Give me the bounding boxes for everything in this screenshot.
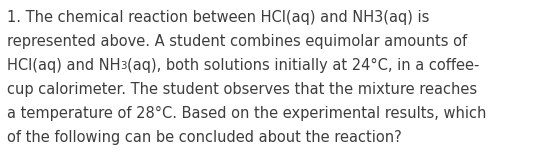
Text: 1. The chemical reaction between HCl(aq) and NH3(aq) is: 1. The chemical reaction between HCl(aq)…	[7, 10, 429, 25]
Text: a temperature of 28°C. Based on the experimental results, which: a temperature of 28°C. Based on the expe…	[7, 106, 487, 121]
Text: cup calorimeter. The student observes that the mixture reaches: cup calorimeter. The student observes th…	[7, 82, 477, 97]
Text: represented above. A student combines equimolar amounts of: represented above. A student combines eq…	[7, 34, 467, 49]
Text: HCl(aq) and NH: HCl(aq) and NH	[7, 58, 121, 73]
Text: (aq), both solutions initially at 24°C, in a coffee-: (aq), both solutions initially at 24°C, …	[127, 58, 479, 73]
Text: of the following can be concluded about the reaction?: of the following can be concluded about …	[7, 130, 402, 145]
Text: 3: 3	[121, 61, 127, 71]
